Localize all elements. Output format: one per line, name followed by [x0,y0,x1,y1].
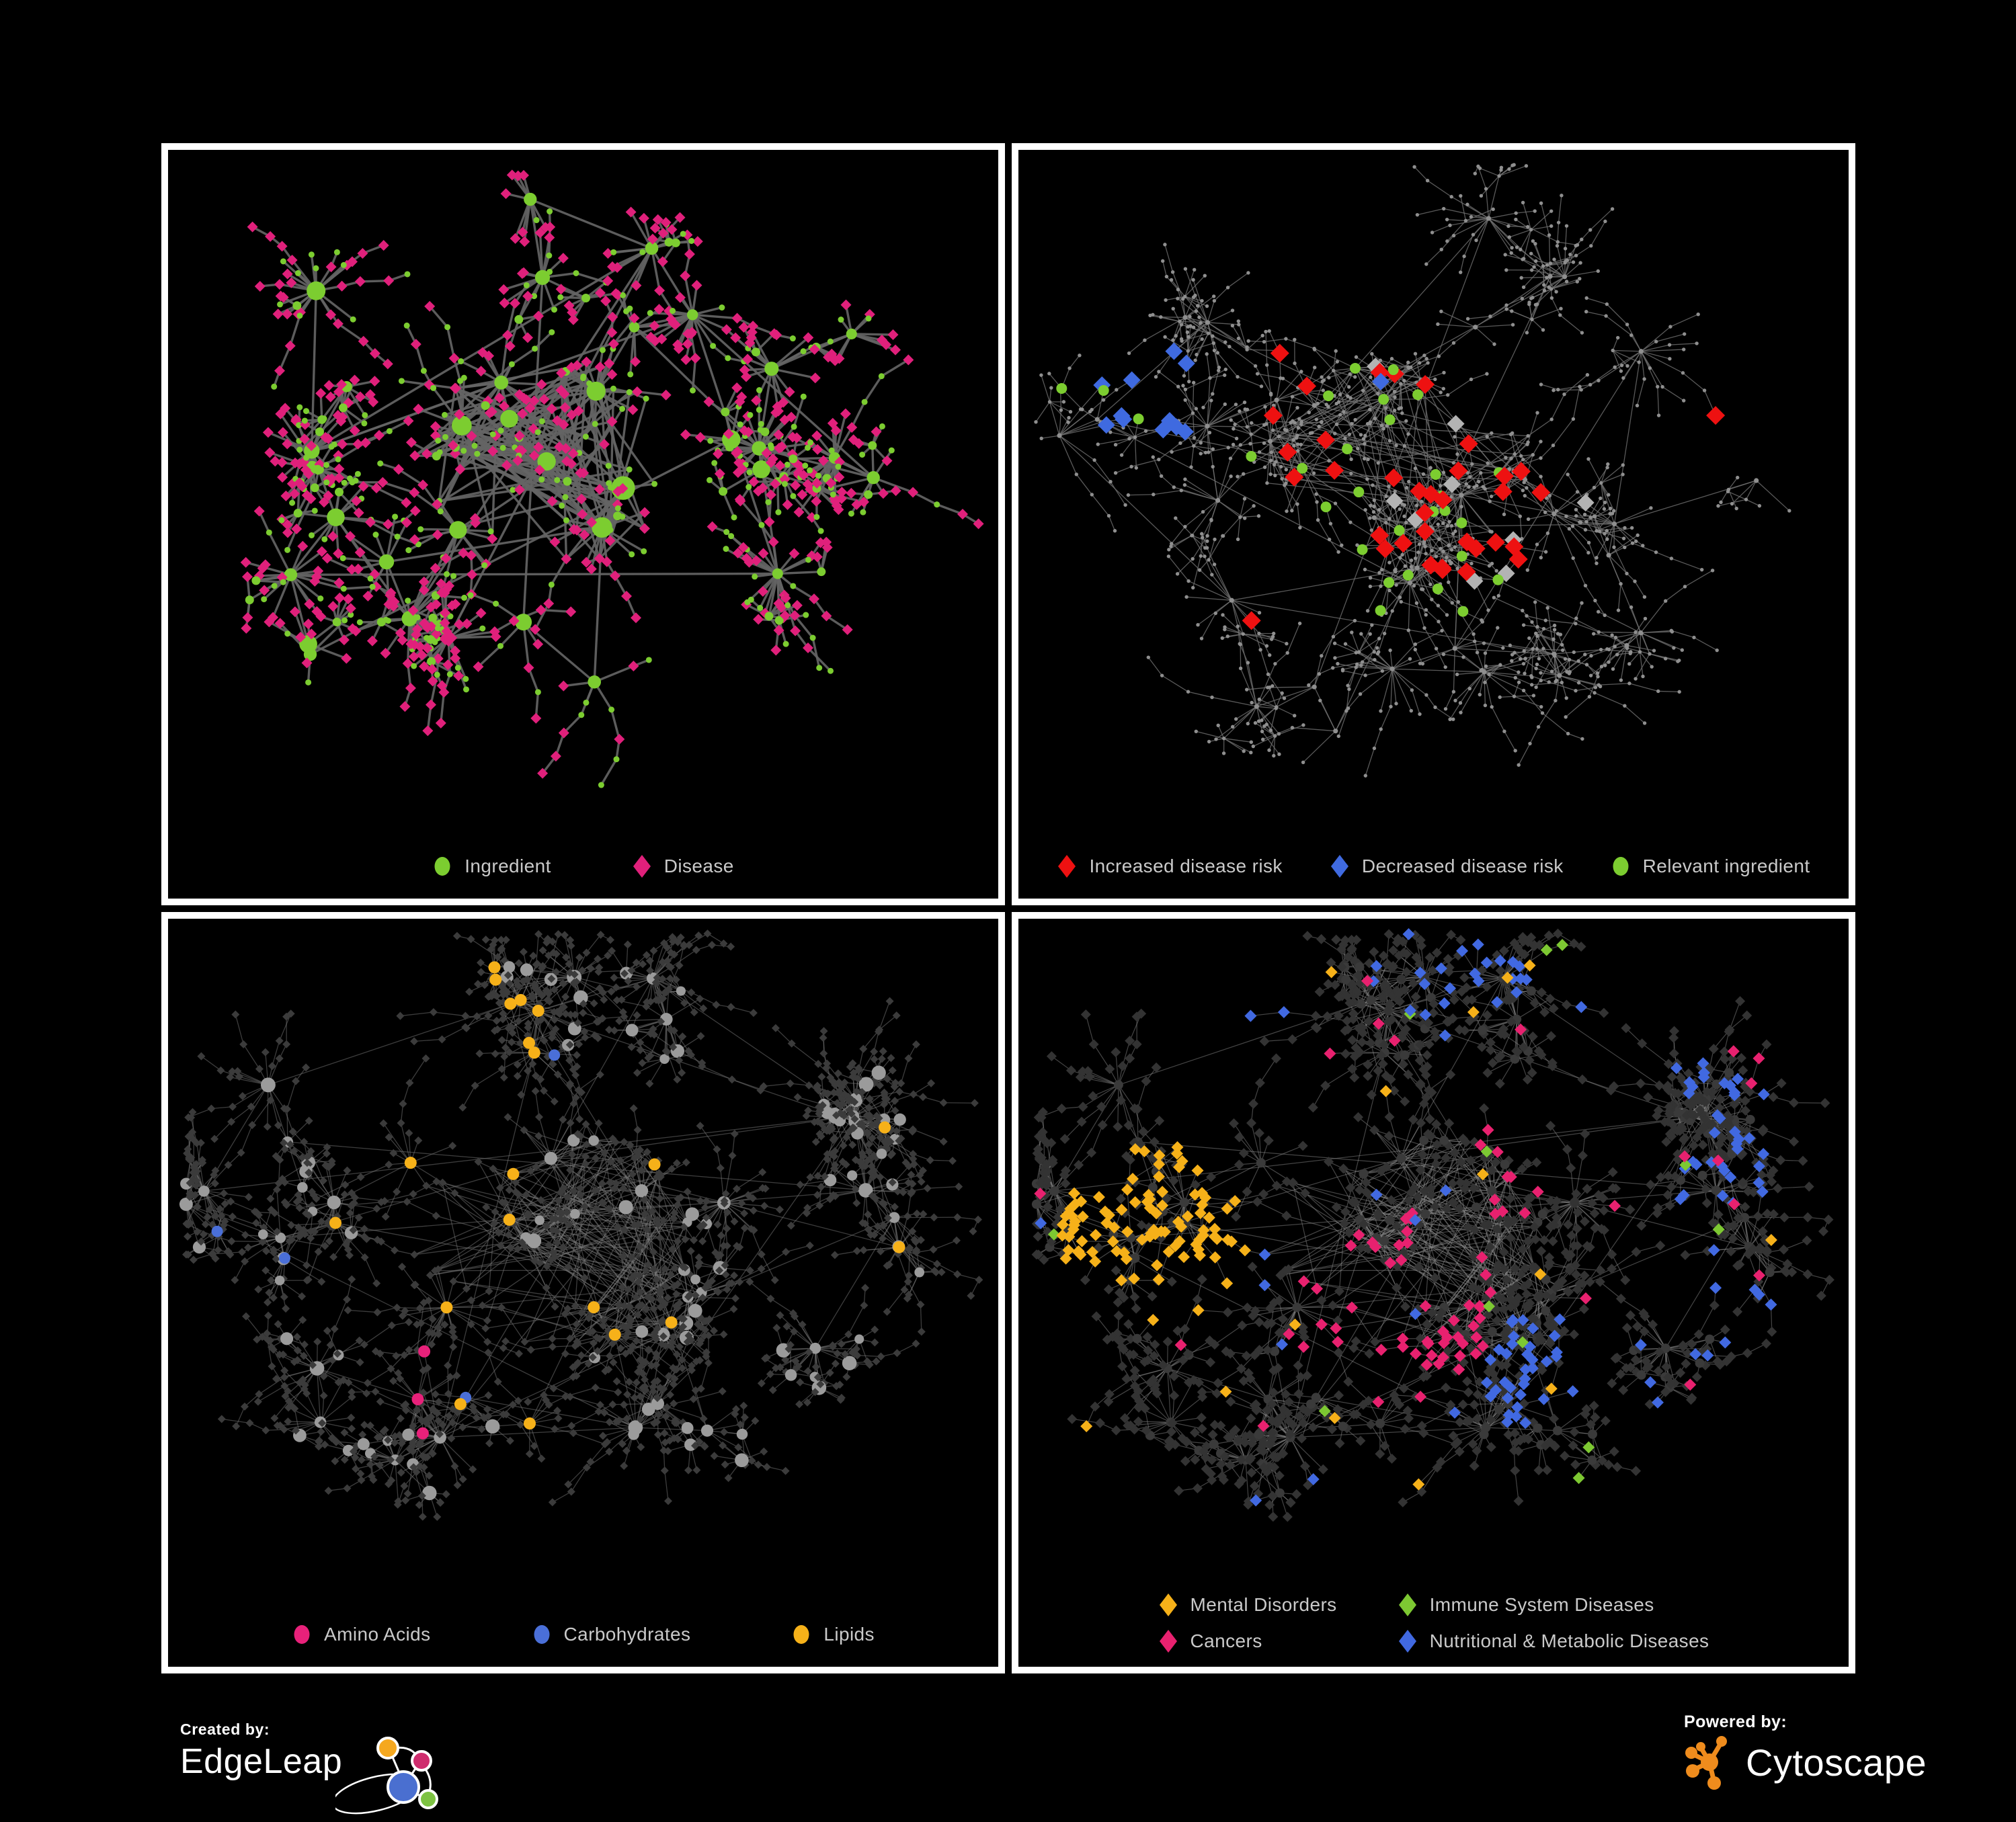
legend-item-cancers: Cancers [1158,1629,1337,1653]
legend-item-increased-risk: Increased disease risk [1057,854,1282,878]
legend-label-decreased-risk: Decreased disease risk [1362,856,1564,877]
legend-item-lipids: Lipids [791,1622,875,1647]
powered-by-label: Powered by: [1684,1712,1927,1732]
legend-label-cancers: Cancers [1191,1630,1262,1652]
ingredient-disease-network-graph [168,150,998,899]
figure-panel-grid: Ingredient Disease Increased disease ris… [161,143,1855,1673]
ingredient-circle-icon [432,854,452,878]
legend-item-mental-disorders: Mental Disorders [1158,1593,1337,1617]
relevant-ingredient-circle-icon [1611,854,1631,878]
legend-item-immune-diseases: Immune System Diseases [1398,1593,1709,1617]
carbohydrates-circle-icon [532,1622,552,1647]
legend-label-disease: Disease [664,856,734,877]
edgeleap-attribution: Created by: EdgeLeap [180,1721,443,1822]
legend-label-immune-diseases: Immune System Diseases [1430,1594,1654,1616]
legend-label-nutritional-metabolic: Nutritional & Metabolic Diseases [1430,1630,1709,1652]
disease-class-legend: Mental Disorders Immune System Diseases … [1018,1593,1849,1653]
edgeleap-node-magenta [412,1751,431,1770]
legend-label-lipids: Lipids [823,1624,875,1645]
disease-risk-legend: Increased disease risk Decreased disease… [1018,854,1849,878]
increased-risk-diamond-icon [1057,854,1077,878]
nutritional-metabolic-diamond-icon [1398,1629,1418,1653]
nutrient-class-network-graph [168,919,998,1667]
edgeleap-node-orange [378,1738,398,1758]
cancers-diamond-icon [1158,1629,1178,1653]
legend-item-disease: Disease [632,854,734,878]
edgeleap-wordmark: EdgeLeap [180,1743,342,1781]
legend-label-increased-risk: Increased disease risk [1089,856,1282,877]
panel-nutrient-classes: Amino Acids Carbohydrates Lipids [161,912,1005,1674]
cytoscape-logo-icon [1684,1733,1735,1791]
disease-class-network-graph [1018,919,1849,1667]
panel-disease-classes: Mental Disorders Immune System Diseases … [1012,912,1855,1674]
lipids-circle-icon [791,1622,811,1647]
mental-disorders-diamond-icon [1158,1593,1178,1617]
legend-item-ingredient: Ingredient [432,854,551,878]
legend-item-nutritional-metabolic: Nutritional & Metabolic Diseases [1398,1629,1709,1653]
ingredient-disease-legend: Ingredient Disease [168,854,998,878]
disease-risk-network-graph [1018,150,1849,899]
legend-item-carbohydrates: Carbohydrates [532,1622,691,1647]
cytoscape-wordmark: Cytoscape [1746,1741,1927,1784]
legend-label-mental-disorders: Mental Disorders [1191,1594,1337,1616]
amino-acids-circle-icon [292,1622,312,1647]
cytoscape-attribution: Powered by: Cytoscape [1684,1712,1927,1791]
legend-label-carbohydrates: Carbohydrates [564,1624,691,1645]
edgeleap-node-green [419,1790,437,1808]
legend-item-amino-acids: Amino Acids [292,1622,430,1647]
decreased-risk-diamond-icon [1330,854,1350,878]
edgeleap-logo-icon [335,1728,443,1822]
legend-item-relevant-ingredient: Relevant ingredient [1611,854,1810,878]
panel-ingredient-disease: Ingredient Disease [161,143,1005,905]
immune-diseases-diamond-icon [1398,1593,1418,1617]
legend-item-decreased-risk: Decreased disease risk [1330,854,1564,878]
disease-diamond-icon [632,854,652,878]
panel-disease-risk: Increased disease risk Decreased disease… [1012,143,1855,905]
edgeleap-node-blue [388,1772,419,1803]
legend-label-ingredient: Ingredient [465,856,551,877]
legend-label-relevant-ingredient: Relevant ingredient [1643,856,1810,877]
legend-label-amino-acids: Amino Acids [324,1624,430,1645]
nutrient-class-legend: Amino Acids Carbohydrates Lipids [168,1622,998,1647]
